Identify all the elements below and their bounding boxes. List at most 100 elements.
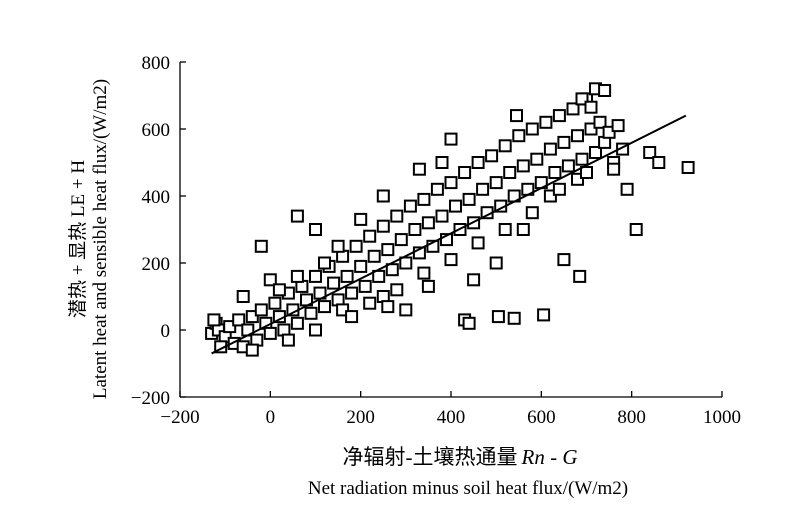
data-point xyxy=(408,223,422,236)
data-point xyxy=(557,135,571,149)
data-point xyxy=(444,132,458,146)
data-point xyxy=(476,182,490,196)
y-tick-label: −200 xyxy=(131,388,170,409)
x-tick-label: 1000 xyxy=(703,407,741,428)
y-tick-label: 800 xyxy=(142,53,171,74)
data-point xyxy=(354,259,368,273)
data-point xyxy=(345,310,359,324)
data-point xyxy=(268,296,282,310)
data-point xyxy=(444,176,458,190)
data-point xyxy=(566,102,580,116)
data-point xyxy=(598,84,612,97)
data-point xyxy=(571,172,584,186)
data-point xyxy=(643,146,657,159)
data-point xyxy=(498,223,512,236)
data-point xyxy=(525,206,539,220)
data-point xyxy=(390,283,404,297)
data-point xyxy=(354,212,368,226)
data-point xyxy=(602,125,616,139)
y-tick-label: 0 xyxy=(161,321,171,342)
fit-line xyxy=(211,114,687,355)
data-point xyxy=(263,326,277,340)
data-point xyxy=(444,253,458,267)
data-point xyxy=(331,239,345,253)
data-point xyxy=(510,109,523,123)
data-point xyxy=(245,310,259,324)
y-axis-label-en: Latent heat and sensible heat flux/(W/m2… xyxy=(90,79,111,399)
data-point xyxy=(207,313,221,327)
data-point xyxy=(309,269,322,283)
data-point xyxy=(372,269,386,283)
y-tick-label: 600 xyxy=(142,120,171,141)
y-tick-label: 400 xyxy=(142,187,171,208)
data-point xyxy=(607,162,621,176)
data-point xyxy=(281,333,295,347)
data-point xyxy=(525,122,539,136)
data-point xyxy=(399,303,413,317)
x-tick-label: 800 xyxy=(617,407,646,428)
data-point xyxy=(363,229,377,243)
data-point xyxy=(417,266,431,280)
x-tick-label: 200 xyxy=(346,407,375,428)
y-tick-label: 200 xyxy=(142,254,171,275)
scatter-points xyxy=(205,82,695,357)
y-axis-label-group: 潜热 + 显热 LE + H Latent heat and sensible … xyxy=(67,79,111,399)
data-point xyxy=(462,192,476,206)
data-point xyxy=(539,115,553,129)
data-point xyxy=(232,313,246,327)
data-point xyxy=(336,303,350,317)
data-point xyxy=(272,283,286,297)
x-tick-label: −200 xyxy=(160,407,199,428)
data-point xyxy=(349,239,363,253)
data-point xyxy=(318,256,331,270)
data-point xyxy=(537,308,551,322)
x-tick-label: 0 xyxy=(266,407,276,428)
data-point xyxy=(394,233,408,247)
data-point xyxy=(561,159,575,173)
y-axis-label-cn: 潜热 + 显热 LE + H xyxy=(67,160,89,318)
data-point xyxy=(435,156,449,169)
x-axis-label-en: Net radiation minus soil heat flux/(W/m2… xyxy=(308,478,628,499)
data-point xyxy=(681,161,695,174)
data-point xyxy=(584,122,598,136)
data-point xyxy=(309,323,322,337)
data-point xyxy=(327,276,341,290)
data-point xyxy=(345,286,359,300)
data-point xyxy=(381,243,395,257)
data-point xyxy=(309,223,322,236)
axes xyxy=(179,61,723,398)
data-point xyxy=(367,249,381,263)
data-point xyxy=(485,149,499,163)
data-point xyxy=(629,223,643,236)
x-tick-label: 600 xyxy=(527,407,556,428)
data-point xyxy=(575,92,589,106)
data-point xyxy=(530,152,544,166)
data-point xyxy=(376,219,390,233)
data-point xyxy=(489,176,503,190)
data-point xyxy=(385,263,399,277)
data-point xyxy=(430,182,444,196)
data-point xyxy=(552,109,566,123)
data-point xyxy=(290,209,304,223)
data-point xyxy=(363,296,377,310)
data-point xyxy=(318,300,331,314)
data-point xyxy=(573,269,587,283)
data-point xyxy=(417,192,431,206)
data-point xyxy=(236,290,250,303)
data-point xyxy=(449,199,462,213)
fit-line-layer xyxy=(211,114,687,355)
data-point xyxy=(358,279,372,293)
tick-labels: −200 0 200 400 600 800 1000 −200 0 200 400 600 800 xyxy=(131,53,741,428)
data-point xyxy=(516,223,530,236)
data-point xyxy=(458,166,472,179)
data-point xyxy=(503,166,517,179)
data-point xyxy=(543,142,557,156)
data-point xyxy=(254,303,268,317)
data-point xyxy=(412,162,426,176)
x-tick-label: 400 xyxy=(437,407,466,428)
data-point xyxy=(381,300,395,314)
data-point xyxy=(652,156,666,169)
data-point xyxy=(304,306,318,320)
data-point xyxy=(507,311,521,325)
data-point xyxy=(557,253,571,267)
